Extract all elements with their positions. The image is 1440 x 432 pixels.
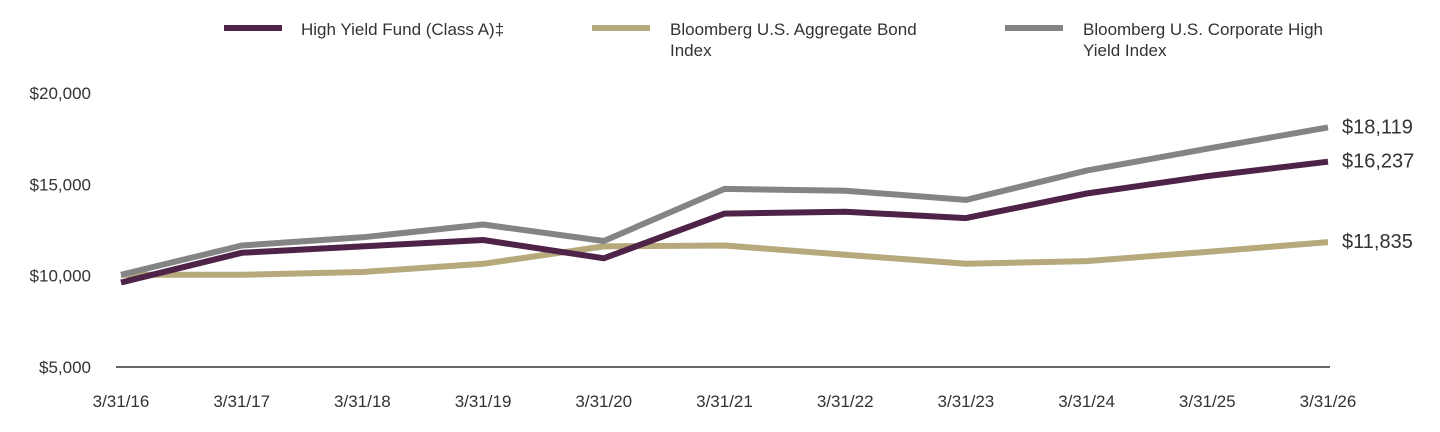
x-tick-label: 3/31/21	[696, 392, 753, 411]
y-tick-label: $10,000	[30, 267, 91, 286]
x-tick-label: 3/31/20	[575, 392, 632, 411]
end-labels: $16,237 $11,835 $18,119	[1342, 116, 1414, 253]
legend-label: Bloomberg U.S. Corporate High Yield Index	[1083, 20, 1323, 60]
x-tick-label: 3/31/17	[213, 392, 270, 411]
x-tick-label: 3/31/18	[334, 392, 391, 411]
x-tick-label: 3/31/19	[455, 392, 512, 411]
series-line-0	[120, 158, 1329, 286]
series-line-2	[120, 124, 1329, 278]
y-tick-label: $20,000	[30, 84, 91, 103]
end-value-label: $18,119	[1342, 116, 1413, 138]
y-tick-label: $15,000	[30, 175, 91, 194]
y-axis: $5,000 $10,000 $15,000 $20,000	[30, 84, 91, 377]
legend-label: Bloomberg U.S. Aggregate Bond Index	[670, 20, 917, 60]
legend-label: High Yield Fund (Class A)‡	[301, 20, 504, 39]
x-tick-label: 3/31/24	[1058, 392, 1115, 411]
end-value-label: $16,237	[1342, 151, 1414, 173]
x-tick-label: 3/31/22	[817, 392, 874, 411]
end-value-label: $11,835	[1342, 231, 1413, 253]
series-line-1	[121, 239, 1329, 278]
legend: High Yield Fund (Class A)‡ Bloomberg U.S.…	[224, 20, 1323, 60]
x-tick-label: 3/31/26	[1300, 392, 1357, 411]
x-tick-label: 3/31/23	[938, 392, 995, 411]
x-tick-label: 3/31/16	[93, 392, 150, 411]
x-axis: 3/31/16 3/31/17 3/31/18 3/31/19 3/31/20 3/31/…	[93, 366, 1357, 411]
y-tick-label: $5,000	[39, 358, 91, 377]
series-lines	[120, 124, 1329, 286]
x-tick-label: 3/31/25	[1179, 392, 1236, 411]
